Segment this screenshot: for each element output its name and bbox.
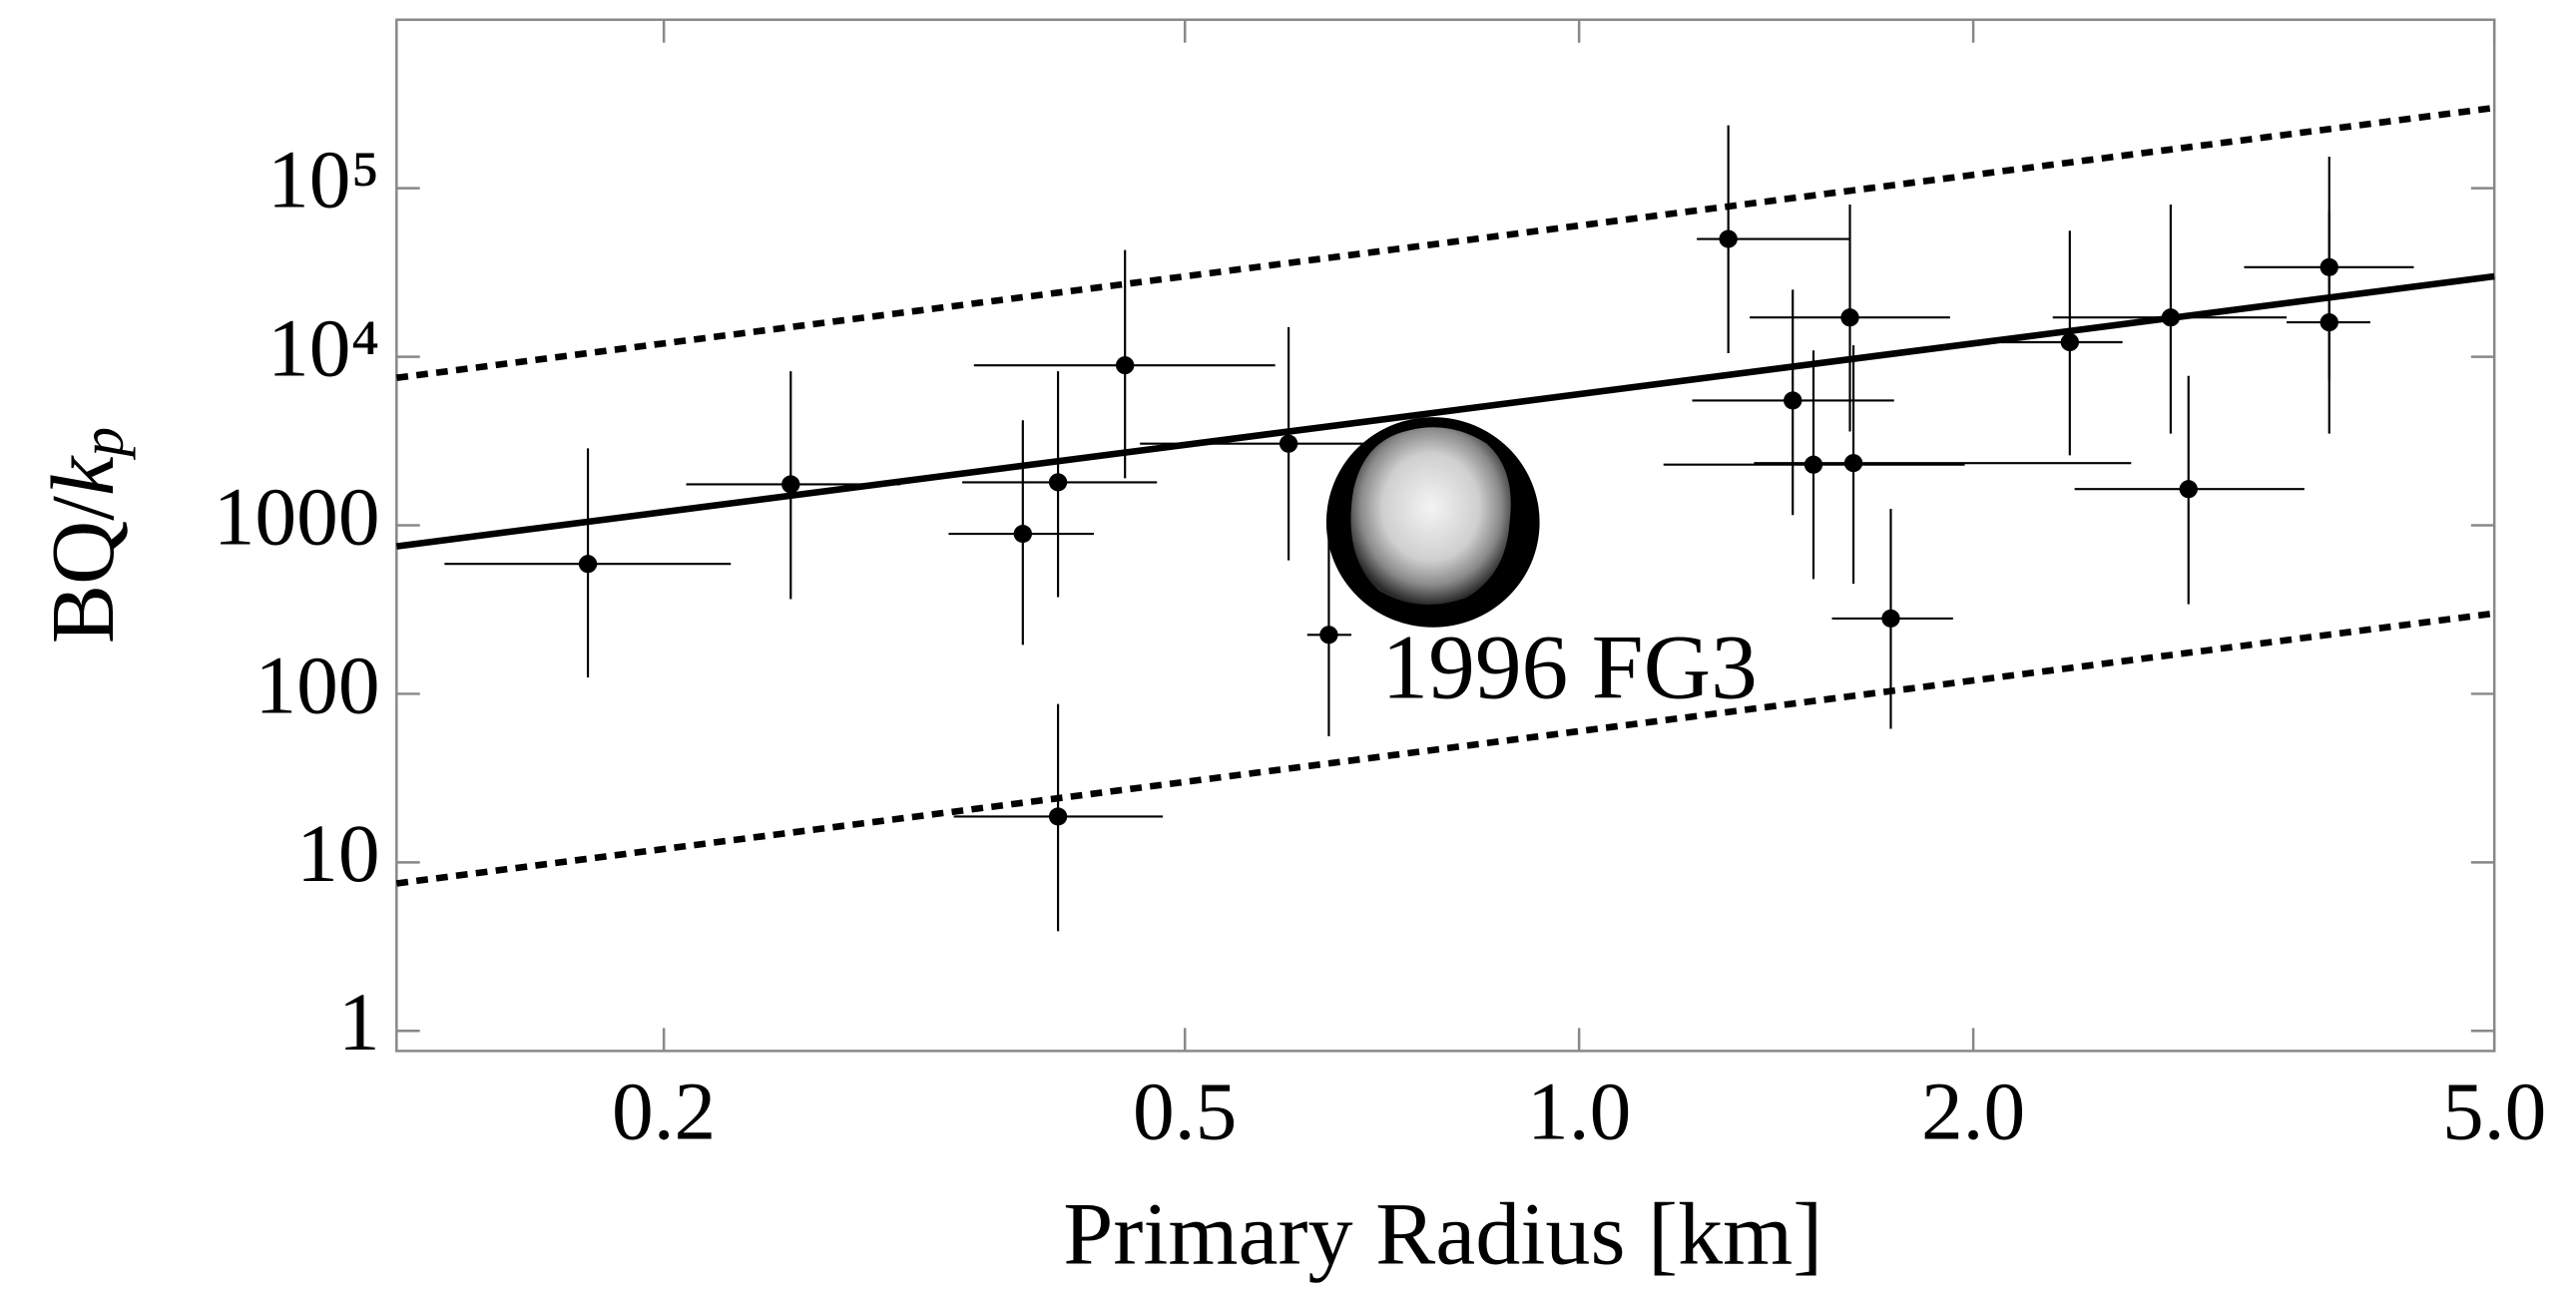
y-tick-label: 1000	[214, 471, 380, 562]
data-point	[2319, 313, 2338, 332]
data-point	[1803, 455, 1823, 474]
fit-line	[395, 272, 2495, 550]
annotation: 1996 FG3	[1381, 617, 1758, 718]
data-point	[1881, 609, 1900, 628]
y-axis-label: BQ/kp	[33, 427, 135, 644]
fit-line	[395, 610, 2495, 887]
plot-frame	[395, 18, 2496, 1053]
x-tick-label: 0.2	[612, 1066, 716, 1156]
data-point	[1319, 626, 1338, 645]
y-tick-label: 10	[296, 808, 379, 899]
asteroid-shape	[1350, 427, 1511, 605]
data-point	[578, 555, 598, 574]
fit-line	[395, 104, 2495, 381]
x-tick-label: 2.0	[1921, 1066, 2025, 1156]
x-tick-label: 5.0	[2442, 1066, 2546, 1156]
x-axis-label: Primary Radius [km]	[1063, 1185, 1822, 1283]
y-tick-label: 100	[255, 640, 379, 730]
data-point	[781, 475, 800, 494]
data-point	[1840, 308, 1859, 327]
data-point	[1048, 807, 1068, 826]
data-point	[1116, 356, 1135, 375]
y-label-part: BQ/	[33, 496, 133, 644]
x-tick-label: 0.5	[1133, 1066, 1237, 1156]
y-label-part: p	[69, 427, 135, 461]
y-label-part: k	[33, 454, 133, 496]
x-tick-label: 1.0	[1527, 1066, 1631, 1156]
y-tick-label: 10⁵	[267, 134, 380, 224]
data-point	[1843, 454, 1863, 473]
data-point	[1048, 473, 1068, 492]
data-point	[2060, 332, 2080, 352]
data-point	[2179, 480, 2198, 499]
data-point	[1784, 391, 1803, 410]
data-point	[1013, 525, 1033, 544]
y-tick-label: 1	[338, 977, 380, 1068]
data-point	[1719, 229, 1738, 248]
data-point	[1279, 434, 1298, 453]
y-tick-label: 10⁴	[267, 302, 380, 393]
asteroid-inset	[1325, 417, 1540, 628]
